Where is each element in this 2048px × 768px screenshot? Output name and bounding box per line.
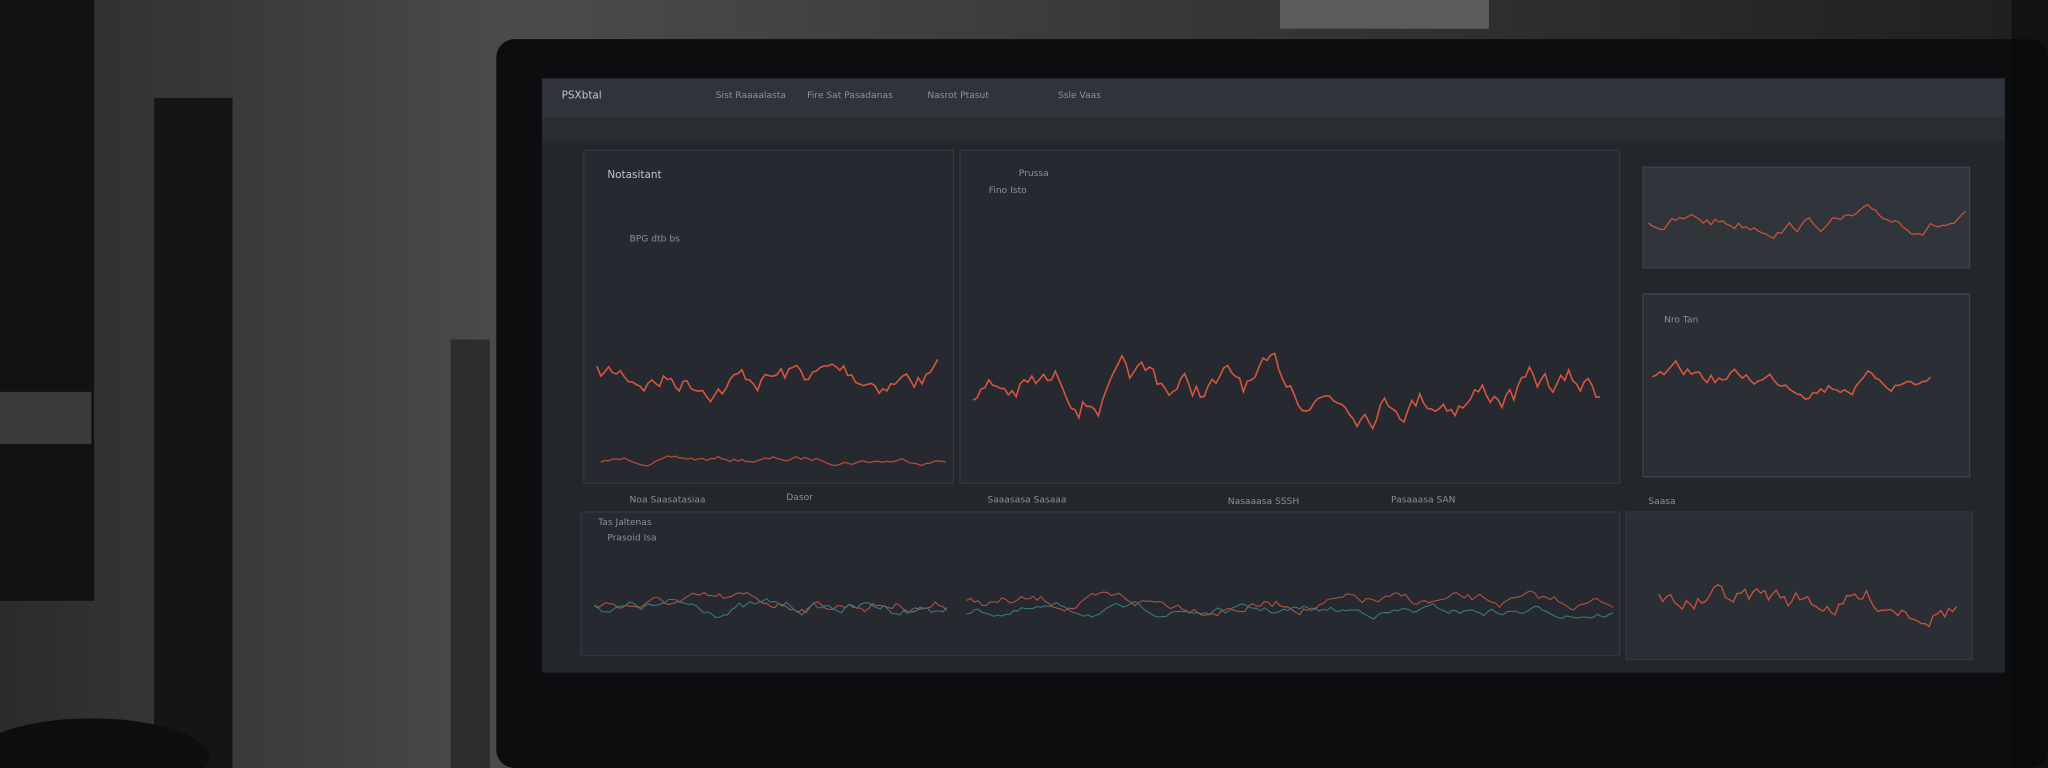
decorative-line xyxy=(1651,359,1931,400)
panel-subtitle: Prasoid Isa xyxy=(607,534,656,544)
shelf xyxy=(450,339,490,768)
tab: Ssle Vaas xyxy=(1058,91,1101,101)
decorative-line xyxy=(594,591,948,614)
panel xyxy=(1642,166,1971,269)
toolbar-item[interactable]: Noa Saasatasiaa xyxy=(630,496,706,506)
top-bar xyxy=(542,78,2005,118)
panel-title: Tas Jaltenas xyxy=(597,518,652,528)
decorative-line xyxy=(966,600,1614,620)
decorative-line xyxy=(966,590,1614,617)
panel-subtitle: Fino Isto xyxy=(989,186,1027,196)
tab: Nasrot Ptasut xyxy=(927,91,989,101)
panel xyxy=(583,149,955,484)
panel-subtitle: BPG dtb bs xyxy=(630,235,681,245)
toolbar-item[interactable]: Pasaaasa SAN xyxy=(1391,496,1456,506)
panel-title: Saasa xyxy=(1648,497,1675,507)
tab: Sist Raaaalasta xyxy=(716,91,786,101)
decorative-line xyxy=(596,358,939,404)
panel xyxy=(1642,293,1971,478)
stand xyxy=(154,97,233,768)
decorative-line xyxy=(972,352,1601,431)
toolbar-item[interactable]: Saaasasa Sasaaa xyxy=(987,496,1066,506)
object xyxy=(0,718,209,768)
decorative-line xyxy=(1658,583,1958,628)
panel-title: Notasitant xyxy=(607,169,661,181)
light-patch xyxy=(1280,0,1489,29)
panel-title: Nro Tan xyxy=(1664,316,1699,326)
app-title: PSXbtal xyxy=(562,89,602,101)
decorative-line xyxy=(594,598,948,618)
decorative-line xyxy=(1647,203,1967,240)
toolbar-item[interactable]: Nasaaasa SSSH xyxy=(1228,497,1299,507)
shadow xyxy=(2011,0,2048,768)
tab: Fire Sat Pasadanas xyxy=(807,91,893,101)
panel xyxy=(959,149,1621,484)
toolbar-item[interactable]: Dasor xyxy=(786,493,813,503)
speaker xyxy=(0,0,95,601)
decorative-line xyxy=(600,455,946,467)
sub-bar xyxy=(542,117,2005,142)
panel xyxy=(580,511,1621,657)
panel-title: Prussa xyxy=(1019,169,1049,179)
speaker-detail xyxy=(0,391,92,445)
panel xyxy=(1625,511,1973,661)
